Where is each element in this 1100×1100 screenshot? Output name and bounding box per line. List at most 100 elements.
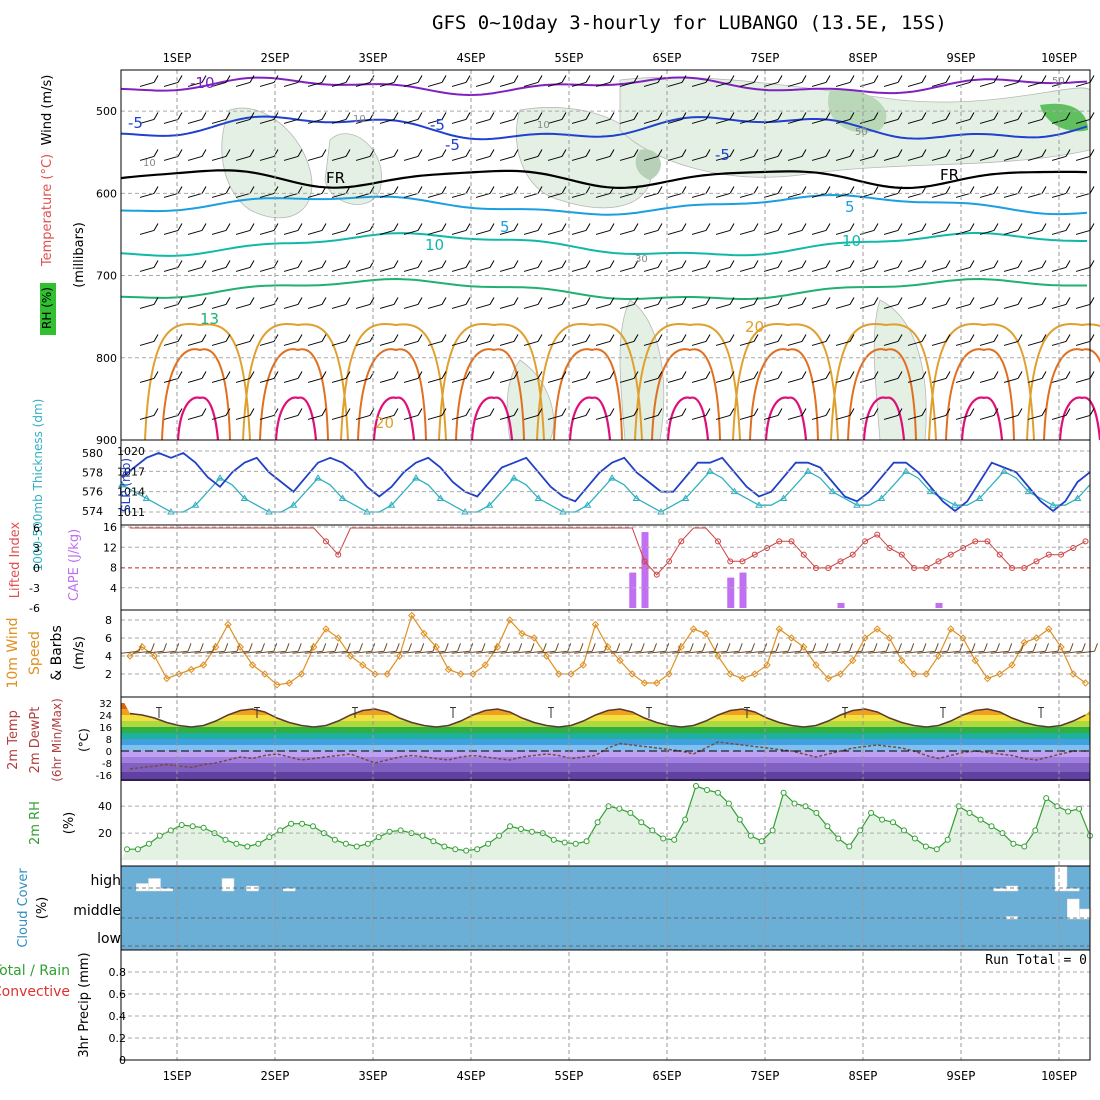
surface-wind-barb [806, 643, 829, 654]
wind-barb [187, 408, 207, 420]
wind-barb [355, 297, 375, 309]
wind-barb [427, 75, 447, 87]
wind-barb [667, 75, 687, 87]
wind-barbs-axis-label: & Barbs [49, 625, 65, 681]
wind-barb [715, 371, 735, 383]
isotherm-label: 10 [425, 236, 444, 254]
wind-barb [547, 334, 567, 346]
top-day-label: 4SEP [457, 51, 486, 65]
wind-barb [859, 186, 879, 198]
wind-barb [403, 186, 423, 198]
wind-speed-marker [1069, 670, 1077, 678]
wind-speed-marker [922, 670, 930, 678]
wind-barb [451, 75, 471, 87]
wind-barb [187, 75, 207, 87]
rh-tick: 20 [98, 827, 112, 840]
wind-barb [667, 149, 687, 161]
wind-barb [979, 112, 999, 124]
li-marker [874, 531, 881, 538]
wind-speed-marker [849, 656, 857, 665]
rh-marker [496, 832, 503, 839]
wind-speed-marker [628, 670, 636, 678]
wind-speed-marker [689, 625, 698, 633]
wind-barb [259, 223, 279, 235]
cape-tick: 16 [103, 521, 117, 534]
wind-barb [931, 75, 951, 87]
top-day-label: 5SEP [555, 51, 584, 65]
li-marker [678, 538, 685, 545]
wind-barb [691, 223, 711, 235]
wind10-axis-label: 10m Wind [5, 617, 21, 688]
rh-marker [1043, 795, 1050, 802]
surface-wind-barb [537, 643, 559, 654]
wind-barb [883, 408, 903, 420]
slp-tick: 1014 [117, 486, 145, 499]
wind-barb [955, 223, 975, 235]
temp-color-band [121, 751, 1090, 757]
wind-barb [547, 149, 567, 161]
wind-barb [859, 75, 879, 87]
surface-wind-barb [1051, 643, 1074, 654]
temperature-axis-label: Temperature (°C) [40, 154, 55, 267]
wind-barb [835, 75, 855, 87]
wind-speed-marker [126, 652, 134, 660]
wind-barb [1075, 112, 1095, 124]
wind-barb [883, 260, 903, 272]
rh-marker [441, 843, 448, 850]
precip-tick: 0.4 [109, 1010, 127, 1023]
isotherm-28 [960, 396, 1004, 441]
surface-wind-barb [439, 643, 461, 654]
wind-barb [907, 260, 927, 272]
wind-barb [211, 408, 231, 420]
li-marker [837, 558, 844, 565]
wind-barb [523, 408, 543, 420]
wind-barb [931, 371, 951, 383]
wind-barb [475, 149, 495, 161]
thickness-tick: 578 [82, 466, 103, 479]
wind-speed-marker [787, 634, 796, 642]
cloud-axis-label: Cloud Cover [16, 868, 31, 948]
slp-marker [853, 501, 861, 508]
precip-tick: 0 [119, 1054, 126, 1067]
surface-wind-barb [831, 643, 853, 654]
rh-contour-label: 50 [1052, 76, 1065, 87]
wind-barb [715, 112, 735, 124]
wind-barb [1075, 297, 1095, 309]
wind-speed-marker [150, 652, 159, 660]
slp-marker [216, 474, 224, 481]
isotherm-28 [862, 396, 906, 441]
li-marker [751, 551, 758, 558]
wind-barb [355, 334, 375, 346]
wind-barb [595, 297, 615, 309]
rh-marker [714, 789, 721, 796]
surface-wind-barb [610, 643, 633, 654]
wind-barb [667, 408, 687, 420]
wind-barb [1003, 260, 1023, 272]
wind-axis-label: Wind (m/s) [40, 75, 55, 146]
temp-color-band [121, 715, 1090, 721]
isotherm-label: 10 [842, 232, 861, 250]
rh-marker [342, 840, 349, 847]
wind-speed-marker [383, 670, 391, 678]
li-marker [800, 551, 807, 558]
wind-barb [955, 260, 975, 272]
wind-barb [1027, 297, 1047, 309]
wind-barb [403, 334, 423, 346]
wind-barb [643, 223, 663, 235]
wind-barb [691, 371, 711, 383]
temp-color-band [121, 772, 1090, 781]
wind-barb [643, 112, 663, 124]
wind-barb [379, 112, 399, 124]
wind-barb [1075, 260, 1095, 272]
wind-barb [307, 408, 327, 420]
wind-barb [883, 223, 903, 235]
rh-marker [594, 819, 601, 826]
wind-barb [691, 408, 711, 420]
rh-marker [890, 819, 896, 826]
surface-wind-barb [231, 643, 253, 654]
temp-tick: 0 [106, 747, 112, 758]
wind-speed-marker [530, 634, 538, 642]
wind-barb [931, 297, 951, 309]
high-cloud-bar [283, 888, 296, 892]
wind-barb [739, 149, 759, 161]
